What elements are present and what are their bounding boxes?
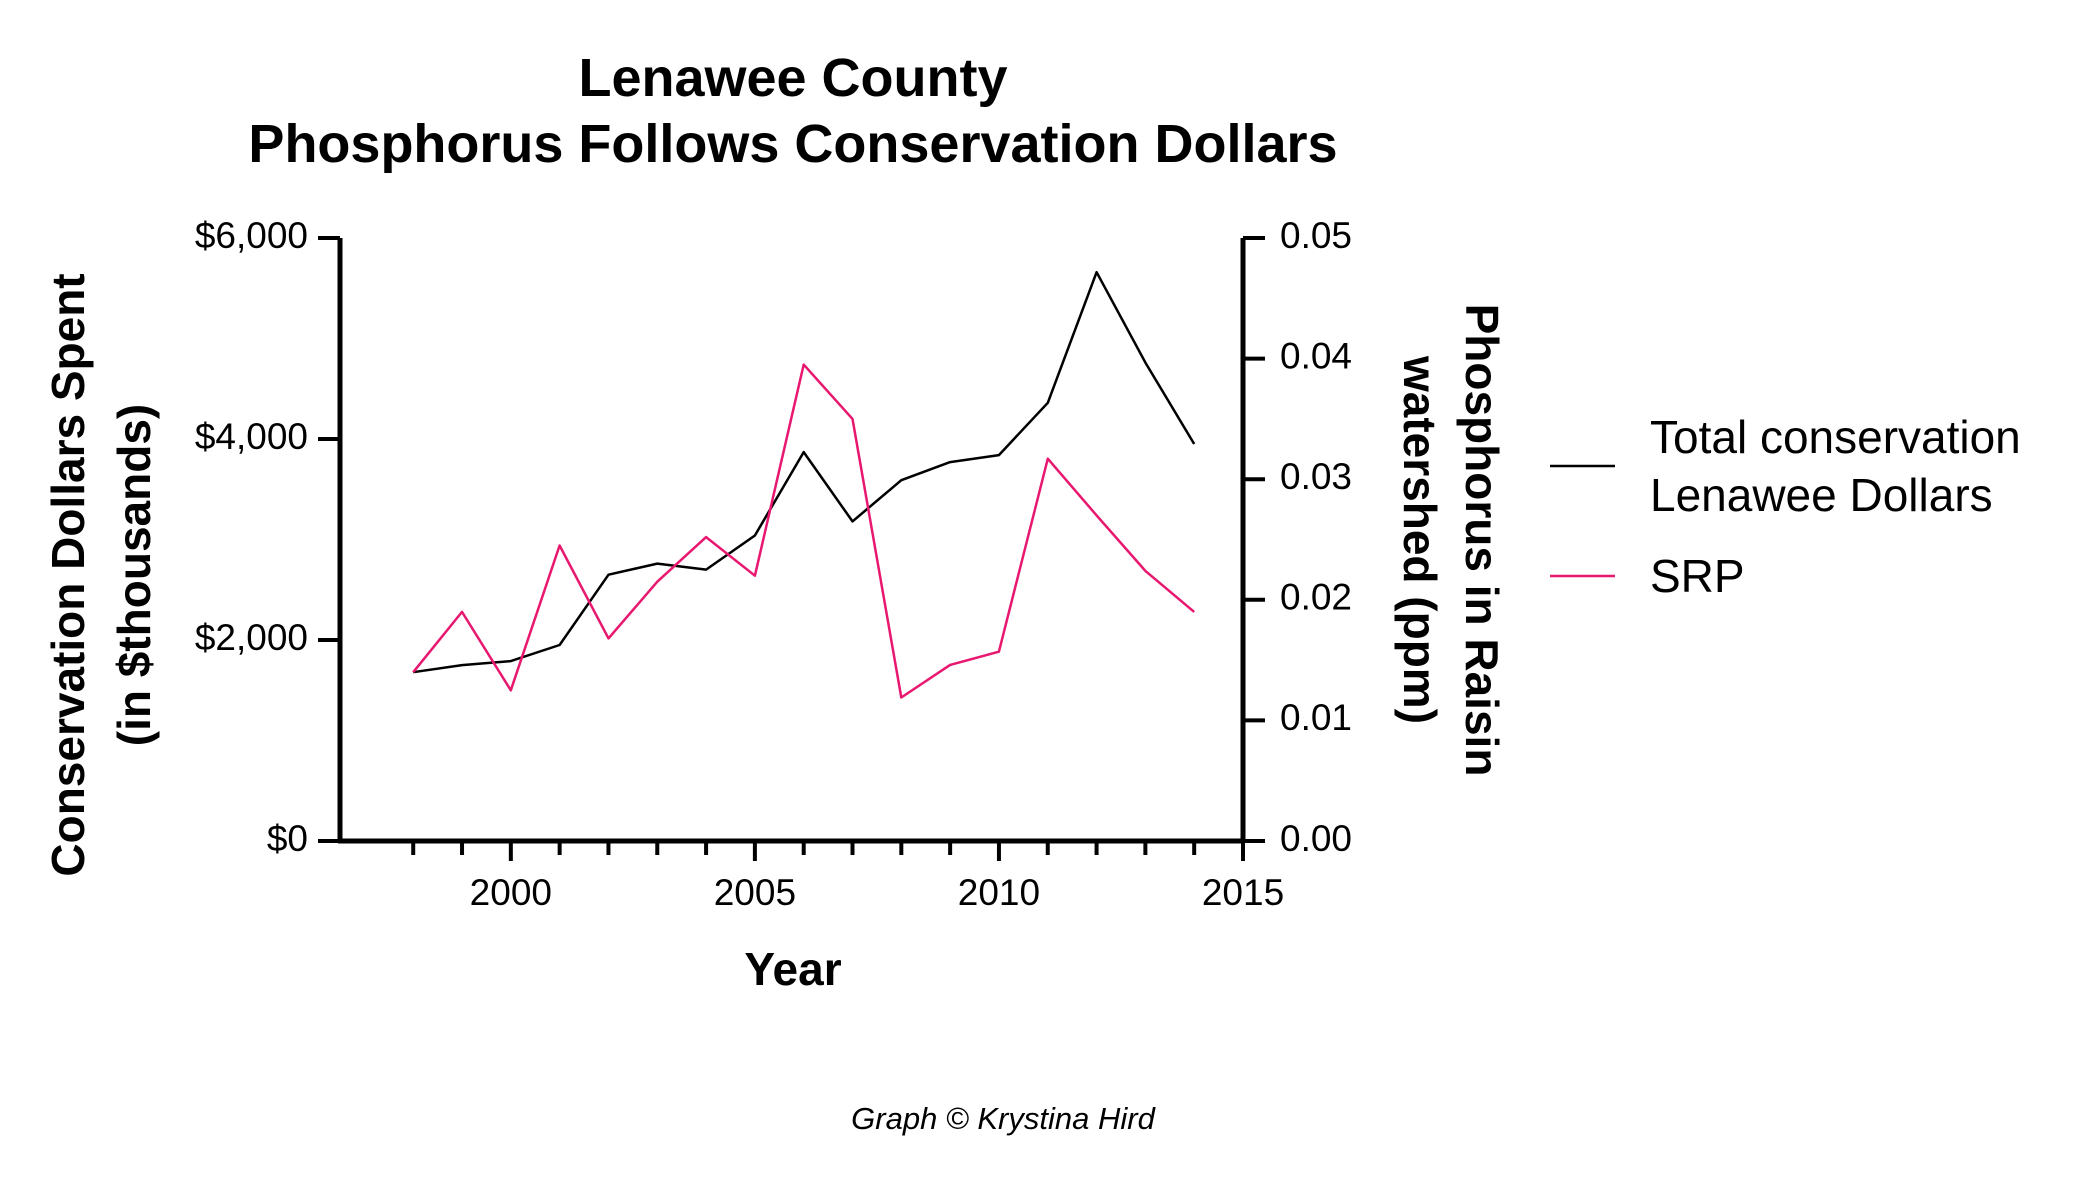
right-y-tick-label-3: 0.03 [1280, 456, 1352, 497]
right-y-tick-label-5: 0.05 [1280, 215, 1352, 256]
right-y-axis-ticks: 0.00 0.01 0.02 0.03 0.04 0.05 [1243, 215, 1352, 859]
right-y-axis-title-line-2: watershed (ppm) [1394, 355, 1446, 724]
x-tick-label-2015: 2015 [1202, 872, 1284, 913]
series-group [412, 270, 1196, 699]
chart-title-line-2: Phosphorus Follows Conservation Dollars [248, 114, 1337, 174]
x-tick-label-2010: 2010 [958, 872, 1040, 913]
legend-label-total-conservation-line-1: Total conservation [1650, 411, 2021, 463]
left-y-axis-title-line-1: Conservation Dollars Spent [42, 273, 94, 876]
legend-label-total-conservation-line-2: Lenawee Dollars [1650, 469, 1993, 521]
chart-title-line-1: Lenawee County [578, 48, 1007, 108]
series-line-total-conservation [413, 270, 1196, 674]
series-line-srp [412, 363, 1196, 699]
left-y-axis-title: Conservation Dollars Spent (in $thousand… [42, 273, 160, 876]
left-y-axis-title-line-2: (in $thousands) [108, 404, 160, 746]
right-y-tick-label-0: 0.00 [1280, 818, 1352, 859]
left-y-tick-label-4000: $4,000 [195, 416, 308, 457]
left-y-axis-ticks: $0 $2,000 $4,000 $6,000 [195, 215, 340, 859]
right-y-tick-label-4: 0.04 [1280, 335, 1352, 376]
right-y-tick-label-2: 0.02 [1280, 577, 1352, 618]
graph-credit: Graph © Krystina Hird [851, 1101, 1156, 1136]
right-y-axis-title-line-1: Phosphorus in Raisin [1456, 304, 1508, 777]
right-y-tick-label-1: 0.01 [1280, 697, 1352, 738]
x-tick-label-2005: 2005 [714, 872, 796, 913]
legend-label-srp: SRP [1650, 550, 1745, 602]
x-axis-title: Year [744, 943, 841, 995]
x-tick-label-2000: 2000 [470, 872, 552, 913]
legend: Total conservation Lenawee Dollars SRP [1550, 411, 2021, 602]
left-y-tick-label-2000: $2,000 [195, 617, 308, 658]
left-y-tick-label-6000: $6,000 [195, 215, 308, 256]
x-axis-ticks: 2000 2005 2010 2015 [411, 841, 1284, 913]
left-y-tick-label-0: $0 [267, 818, 308, 859]
right-y-axis-title: Phosphorus in Raisin watershed (ppm) [1394, 304, 1508, 777]
